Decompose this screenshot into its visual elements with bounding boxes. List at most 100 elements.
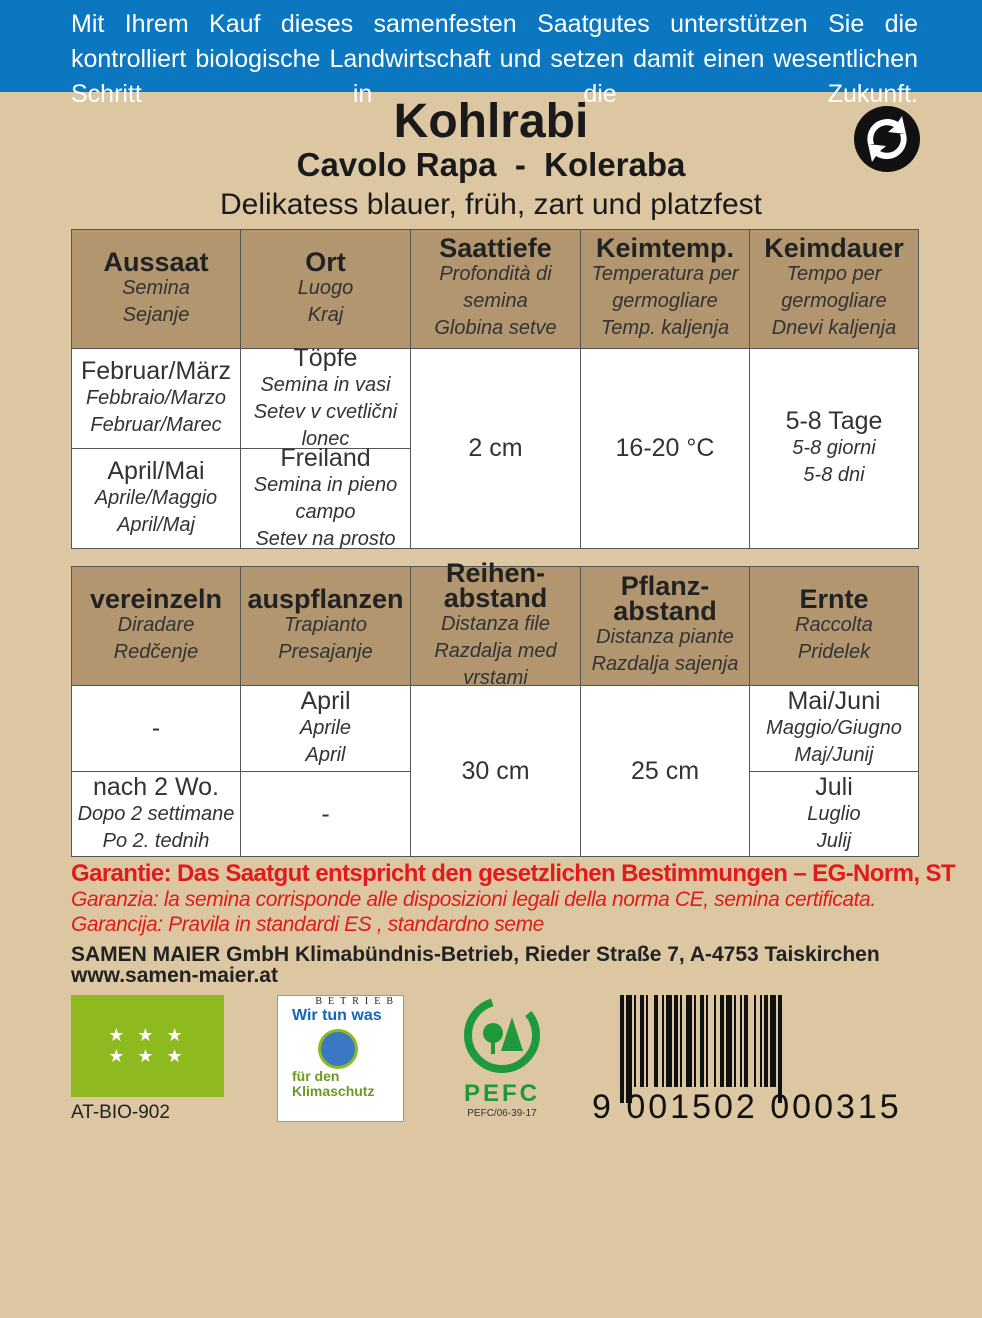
aussaat-cell-main: Februar/März <box>80 357 232 385</box>
website-link[interactable]: www.samen-maier.at <box>71 964 278 987</box>
pefc-code: PEFC/06-39-17 <box>467 1108 537 1119</box>
kb-line1: Wir tun was <box>292 1007 382 1024</box>
keimtemp-cell-value: 16-20 °C <box>615 434 715 462</box>
table2-header-cell-sub: Razdalja sajenja <box>591 653 739 675</box>
product-title: Kohlrabi <box>393 95 589 148</box>
vereinzeln-cell: nach 2 Wo. Dopo 2 settimane Po 2. tednih <box>71 771 241 857</box>
aussaat-cell-sub: Aprile/Maggio <box>94 487 218 509</box>
barcode-bar <box>714 995 716 1087</box>
table2-header-cell-sub: Distanza file <box>441 612 550 635</box>
table1-header-cell-sub: Tempo per germogliare <box>781 263 887 312</box>
barcode-bar <box>740 995 742 1087</box>
table2-header-cell-main: auspflanzen <box>247 583 404 614</box>
ort-cell-main: Töpfe <box>293 343 358 372</box>
pflanzabstand-cell-value: 25 cm <box>630 756 700 785</box>
ort-cell-main: Freiland <box>280 443 371 472</box>
vereinzeln-cell-sub: Po 2. tednih <box>102 829 210 852</box>
keimdauer-cell-main: 5-8 Tage <box>785 407 883 435</box>
saattiefe-cell: 2 cm <box>410 348 581 549</box>
table2-header-cell: Reihen-abstand Distanza file Razdalja med … <box>410 559 581 689</box>
table1-header-cell: Aussaat Semina Sejanje <box>71 229 241 349</box>
ernte-cell-sub: Maj/Junij <box>794 744 874 766</box>
product-subtitle: Cavolo Rapa - Koleraba <box>296 146 686 183</box>
aussaat-cell-sub: Februar/Marec <box>90 414 222 436</box>
table2-header-cell-sub: Raccolta <box>795 613 873 636</box>
green-dot-recycle-icon <box>854 106 920 172</box>
reihenabstand-cell-value: 30 cm <box>461 756 530 785</box>
table1-header-cell: Ort Luogo Kraj <box>240 229 411 349</box>
globe-icon <box>318 1029 358 1069</box>
guarantee-it: Garanzia: la semina corrisponde alle dis… <box>71 888 876 911</box>
keimdauer-cell: 5-8 Tage 5-8 giorni 5-8 dni <box>749 348 919 549</box>
barcode-bar <box>662 995 664 1087</box>
table2-header-cell-sub: Redčenje <box>113 640 199 663</box>
barcode-bar <box>620 995 624 1103</box>
barcode-bar <box>782 995 786 1103</box>
guarantee-sl: Garancija: Pravila in standardi ES , sta… <box>71 913 544 936</box>
ernte-cell: Juli Luglio Julij <box>749 771 919 857</box>
ernte-cell-sub: Julij <box>816 829 852 852</box>
aussaat-cell: April/Mai Aprile/Maggio April/Maj <box>71 448 241 549</box>
barcode-bar <box>726 995 732 1087</box>
table2-header-cell-sub: Diradare <box>117 613 195 636</box>
table2-header-cell-main: Pflanz-abstand <box>613 571 717 626</box>
pflanzabstand-cell: 25 cm <box>580 685 750 857</box>
table2-header-cell: vereinzeln Diradare Redčenje <box>71 566 241 686</box>
table1-header-cell-main: Ort <box>305 246 346 277</box>
barcode-bar <box>646 995 648 1087</box>
ort-cell-sub: Setev v cvetlični lonec <box>253 400 398 450</box>
barcode-bar <box>674 995 678 1087</box>
klimabuendnis-logo: BETRIEB Wir tun was für den Klimaschutz <box>277 995 404 1122</box>
barcode-bar <box>640 995 644 1087</box>
barcode-bar <box>686 995 692 1087</box>
ernte-cell-main: Juli <box>815 772 853 801</box>
vereinzeln-cell-main: nach 2 Wo. <box>92 772 219 801</box>
table2-header-cell-main: Ernte <box>799 583 869 614</box>
company-address: SAMEN MAIER GmbH Klimabündnis-Betrieb, R… <box>71 943 880 966</box>
table1-header-cell-sub: Profondità di semina <box>439 263 552 312</box>
variety-description: Delikatess blauer, früh, zart und platzf… <box>220 188 762 221</box>
table1-header-cell-sub: Dnevi kaljenja <box>771 317 897 339</box>
barcode-bar <box>694 995 696 1087</box>
aussaat-cell-sub: Febbraio/Marzo <box>85 387 227 409</box>
ernte-cell-sub: Maggio/Giugno <box>766 717 902 739</box>
table1-header-cell-main: Aussaat <box>103 246 209 277</box>
barcode <box>620 995 920 1103</box>
barcode-bar <box>706 995 708 1087</box>
vereinzeln-cell-sub: Dopo 2 settimane <box>77 802 235 825</box>
auspflanzen-cell: April Aprile April <box>240 685 411 772</box>
aussaat-cell-sub: April/Maj <box>117 514 195 536</box>
vereinzeln-cell: - <box>71 685 241 772</box>
pefc-trees-icon <box>464 997 540 1073</box>
banner: Mit Ihrem Kauf dieses samenfesten Saatgu… <box>0 0 982 108</box>
auspflanzen-cell-sub: Aprile <box>299 717 352 739</box>
guarantee-de: Garantie: Das Saatgut entspricht den ges… <box>71 860 956 887</box>
keimdauer-cell-sub: 5-8 dni <box>803 464 865 486</box>
barcode-bar <box>754 995 756 1087</box>
barcode-bar <box>626 995 632 1103</box>
barcode-bar <box>720 995 724 1087</box>
barcode-bar <box>744 995 748 1087</box>
ernte-cell-main: Mai/Juni <box>787 687 881 715</box>
barcode-bar <box>700 995 704 1087</box>
table2-header-cell-sub: Trapianto <box>283 613 367 636</box>
kb-line2: für den Klimaschutz <box>292 1068 375 1099</box>
table1-header-cell-sub: Sejanje <box>122 303 190 326</box>
table2-header-cell-sub: Presajanje <box>278 640 373 663</box>
table1-header-cell-main: Saattiefe <box>439 233 552 263</box>
ernte-cell: Mai/Juni Maggio/Giugno Maj/Junij <box>749 685 919 772</box>
table1-header-cell-main: Keimdauer <box>764 233 904 263</box>
table2-header-cell: auspflanzen Trapianto Presajanje <box>240 566 411 686</box>
auspflanzen-cell-main: - <box>321 799 330 828</box>
table1-header-cell-sub: Luogo <box>297 276 354 299</box>
table1-header-cell-sub: Kraj <box>307 303 344 326</box>
ort-cell-sub: Setev na prosto <box>255 527 396 550</box>
barcode-bar <box>770 995 776 1087</box>
barcode-bar <box>634 995 636 1087</box>
table1-header-cell: Keimtemp. Temperatura per germogliare Temp… <box>580 229 750 349</box>
barcode-bar <box>764 995 768 1087</box>
table2-header-cell: Pflanz-abstand Distanza piante Razdalja sa… <box>580 566 750 686</box>
table1-header-cell-sub: Temp. kaljenja <box>600 317 730 339</box>
table1-header-cell-sub: Globina setve <box>434 317 557 339</box>
ort-cell: Freiland Semina in pieno campo Setev na pr… <box>240 443 411 550</box>
